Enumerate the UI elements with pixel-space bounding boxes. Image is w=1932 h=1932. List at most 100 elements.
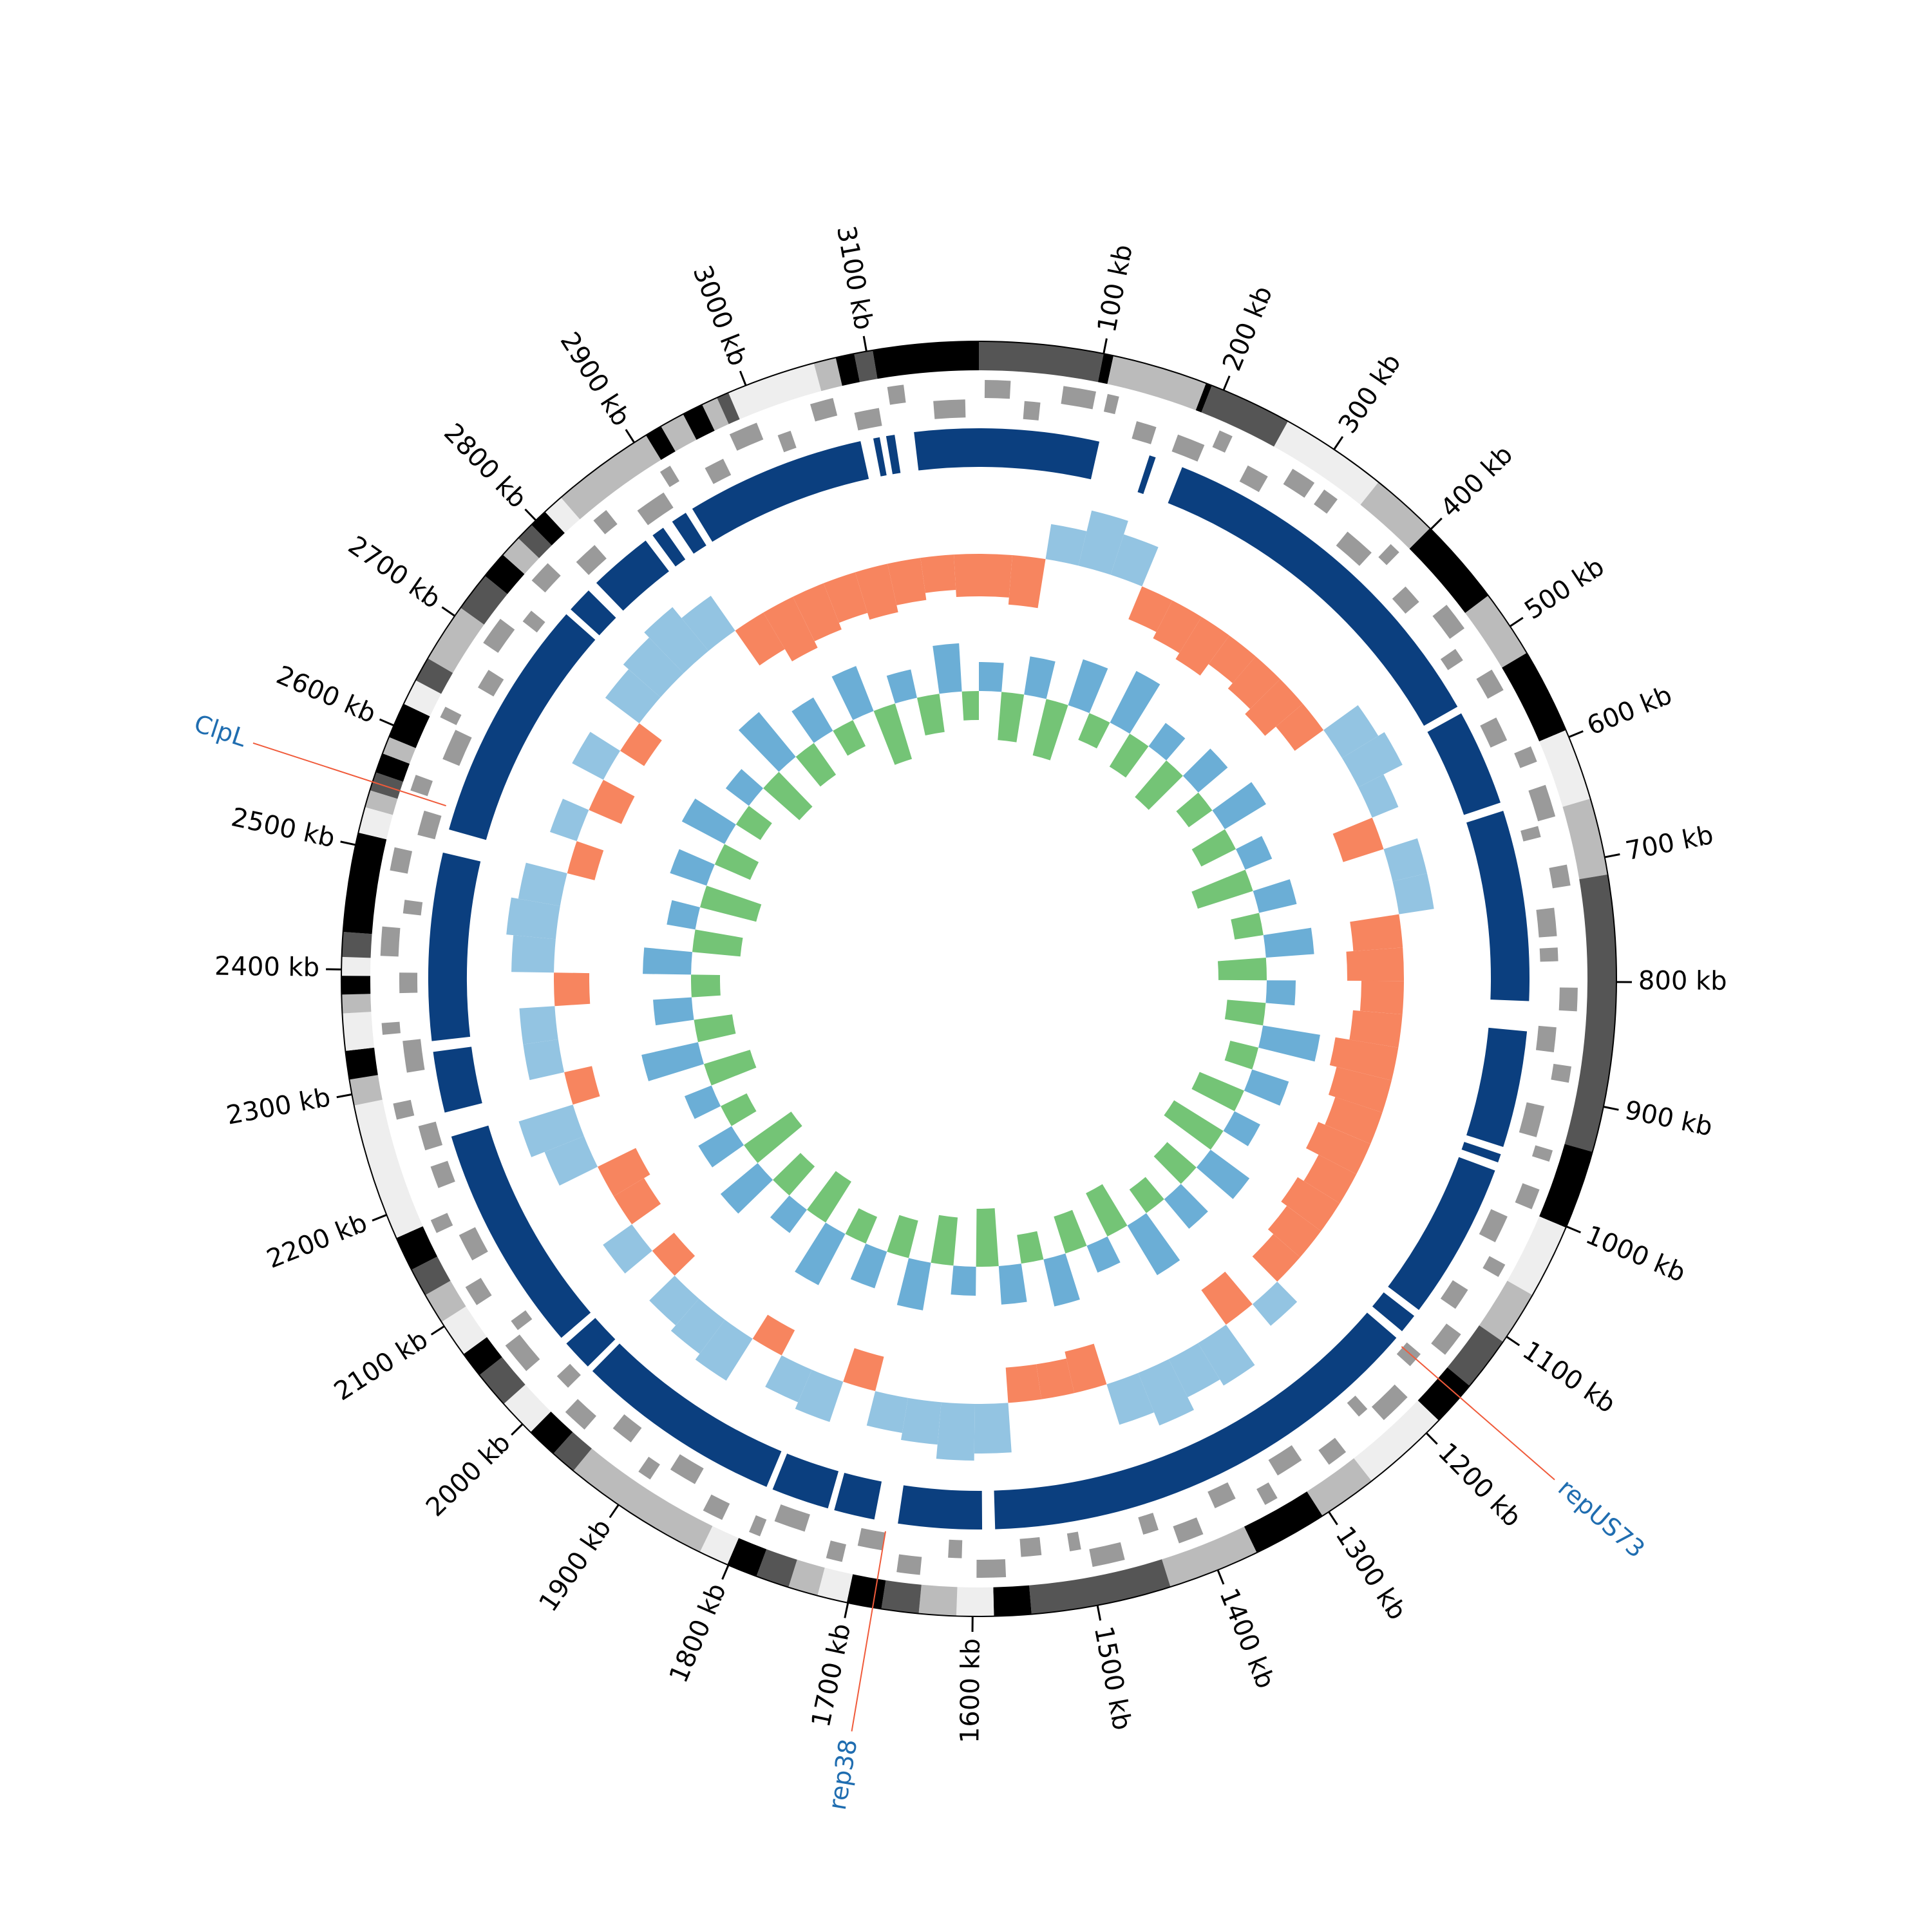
homology-block bbox=[873, 437, 887, 477]
skew-bar bbox=[620, 723, 662, 766]
contig bbox=[993, 1585, 1032, 1616]
contig bbox=[918, 1584, 958, 1616]
skew-bar bbox=[974, 1403, 1012, 1454]
skew-bar bbox=[572, 732, 621, 780]
skew-bar bbox=[1383, 838, 1427, 882]
tick-label: 1200 kb bbox=[1432, 1437, 1527, 1533]
contig bbox=[717, 392, 740, 424]
gene bbox=[612, 1414, 642, 1443]
tick-label: 900 kb bbox=[1622, 1095, 1715, 1142]
homology-block bbox=[1388, 1157, 1495, 1311]
tick-label: 2100 kb bbox=[329, 1325, 433, 1406]
skew-bar bbox=[920, 554, 956, 593]
skew-bar bbox=[1303, 1155, 1357, 1204]
gene bbox=[418, 1121, 443, 1151]
content-bar bbox=[845, 1208, 878, 1244]
skew-bar bbox=[1392, 873, 1434, 914]
skew-bar bbox=[1005, 1364, 1042, 1403]
contig bbox=[441, 1306, 488, 1354]
gene bbox=[1440, 1280, 1468, 1309]
skew-bar bbox=[1359, 980, 1404, 1015]
gene bbox=[1482, 1256, 1506, 1277]
content-bar bbox=[896, 1258, 931, 1311]
contig bbox=[504, 1385, 551, 1432]
skew-bar bbox=[644, 607, 709, 674]
gene bbox=[1480, 717, 1508, 748]
contig bbox=[1502, 652, 1566, 742]
tick-label: 1300 kb bbox=[1330, 1521, 1412, 1625]
annotation-label: ClpL bbox=[191, 709, 250, 752]
tick-mark bbox=[430, 1325, 445, 1336]
tick-label: 1700 kb bbox=[806, 1621, 857, 1730]
tick-mark bbox=[1506, 1336, 1520, 1347]
content-bar bbox=[720, 1163, 773, 1214]
homology-block bbox=[1372, 1292, 1415, 1332]
gene bbox=[440, 706, 462, 726]
content-bar bbox=[1231, 913, 1264, 940]
contig bbox=[460, 576, 507, 625]
gene bbox=[810, 398, 838, 422]
contig bbox=[560, 435, 661, 520]
gene bbox=[1551, 1063, 1572, 1083]
contig bbox=[817, 1567, 853, 1603]
gene bbox=[659, 466, 679, 488]
homology-block bbox=[566, 1318, 616, 1367]
gene bbox=[1208, 1482, 1236, 1508]
contig bbox=[1447, 1325, 1503, 1386]
gene bbox=[1549, 864, 1571, 889]
contig bbox=[342, 1012, 375, 1051]
contig bbox=[1539, 1144, 1593, 1228]
gene bbox=[984, 380, 1011, 399]
contig bbox=[873, 341, 979, 379]
homology-block bbox=[1466, 1027, 1528, 1148]
content-bar bbox=[1191, 869, 1253, 909]
skew-bar bbox=[549, 799, 589, 842]
tick-mark bbox=[862, 336, 867, 352]
tick-label: 100 kb bbox=[1092, 242, 1139, 335]
gene bbox=[1132, 421, 1157, 444]
skew-bar bbox=[554, 972, 591, 1007]
homology-block bbox=[451, 1125, 591, 1338]
skew-bar bbox=[1153, 600, 1202, 654]
contig bbox=[699, 1526, 739, 1565]
gene bbox=[896, 1554, 922, 1575]
gene bbox=[777, 430, 797, 453]
skew-bar bbox=[695, 1320, 753, 1381]
contig bbox=[345, 1047, 378, 1080]
contig bbox=[956, 1587, 994, 1616]
gene bbox=[1103, 393, 1119, 415]
tick-mark bbox=[524, 508, 537, 522]
skew-bar bbox=[1281, 1177, 1340, 1231]
skew-bar bbox=[1323, 705, 1379, 758]
skew-bar bbox=[613, 1178, 661, 1225]
gene bbox=[1347, 1396, 1368, 1417]
gene bbox=[478, 670, 504, 697]
skew-bar bbox=[567, 841, 604, 880]
content-bar bbox=[714, 844, 759, 880]
content-bar bbox=[961, 691, 979, 721]
content-bar bbox=[770, 1195, 808, 1233]
gene bbox=[1531, 1145, 1553, 1162]
content-bar bbox=[931, 1215, 958, 1266]
content-bar bbox=[951, 1265, 976, 1296]
skew-bar bbox=[589, 779, 635, 824]
content-bar bbox=[1032, 699, 1068, 761]
content-bar bbox=[1164, 1100, 1224, 1150]
contig bbox=[403, 680, 442, 717]
skew-bar bbox=[979, 554, 1012, 598]
content-bar bbox=[795, 1222, 846, 1285]
skew-bar bbox=[519, 1006, 558, 1045]
tick-label: 400 kb bbox=[1435, 440, 1519, 524]
tick-label: 800 kb bbox=[1638, 966, 1727, 996]
contig bbox=[1097, 354, 1114, 384]
skew-bar bbox=[1305, 1122, 1371, 1175]
gene bbox=[1314, 489, 1338, 514]
gene bbox=[465, 1278, 492, 1305]
skew-bar bbox=[1201, 1271, 1253, 1325]
skew-bar bbox=[823, 572, 868, 623]
content-bar bbox=[744, 1112, 802, 1164]
skew-bar bbox=[936, 1402, 975, 1461]
gene bbox=[505, 1334, 540, 1372]
gene bbox=[399, 972, 418, 994]
